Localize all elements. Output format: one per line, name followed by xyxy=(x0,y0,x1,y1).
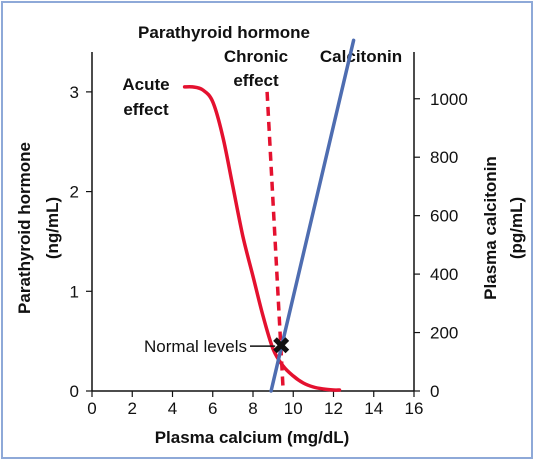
calcitonin-label: Calcitonin xyxy=(320,47,402,66)
x-tick-label: 16 xyxy=(405,399,424,418)
y-right-tick-label: 0 xyxy=(430,382,439,401)
y-right-axis-label-line1: Plasma calcitonin xyxy=(481,156,500,300)
x-tick-label: 14 xyxy=(364,399,383,418)
annotation-marks: ✖ xyxy=(250,333,291,360)
x-tick-label: 8 xyxy=(248,399,257,418)
acute-effect-label-line1: Acute xyxy=(122,75,169,94)
y-right-tick-label: 1000 xyxy=(430,90,468,109)
y-left-tick-label: 2 xyxy=(70,183,79,202)
x-tick-label: 6 xyxy=(208,399,217,418)
y-right-tick-label: 400 xyxy=(430,265,458,284)
series-line-calcitonin xyxy=(269,38,356,393)
chart-title: Parathyroid hormone xyxy=(138,23,310,42)
x-tick-label: 4 xyxy=(168,399,177,418)
y-right-tick-label: 800 xyxy=(430,148,458,167)
series-line-chronic-effect xyxy=(265,91,285,392)
y-right-tick-label: 200 xyxy=(430,324,458,343)
y-right-tick-label: 600 xyxy=(430,207,458,226)
y-left-tick-label: 0 xyxy=(70,382,79,401)
y-left-tick-label: 3 xyxy=(70,83,79,102)
chronic-effect-label-line2: effect xyxy=(233,71,279,90)
acute-effect-label-line2: effect xyxy=(123,100,169,119)
chronic-effect-label-line1: Chronic xyxy=(224,47,288,66)
y-right-axis-label-line2: (pg/mL) xyxy=(507,197,526,259)
normal-levels-marker: ✖ xyxy=(271,333,291,360)
x-tick-label: 2 xyxy=(128,399,137,418)
series-line-acute-effect xyxy=(182,84,342,392)
x-axis-label: Plasma calcium (mg/dL) xyxy=(155,428,350,447)
x-tick-label: 12 xyxy=(324,399,343,418)
y-left-tick-label: 1 xyxy=(70,282,79,301)
x-tick-label: 0 xyxy=(87,399,96,418)
x-tick-label: 10 xyxy=(284,399,303,418)
y-left-axis-label-line1: Parathyroid hormone xyxy=(15,142,34,314)
series-group xyxy=(182,38,356,393)
normal-levels-label: Normal levels xyxy=(144,337,247,356)
y-left-axis-label-line2: (ng/mL) xyxy=(43,197,62,259)
